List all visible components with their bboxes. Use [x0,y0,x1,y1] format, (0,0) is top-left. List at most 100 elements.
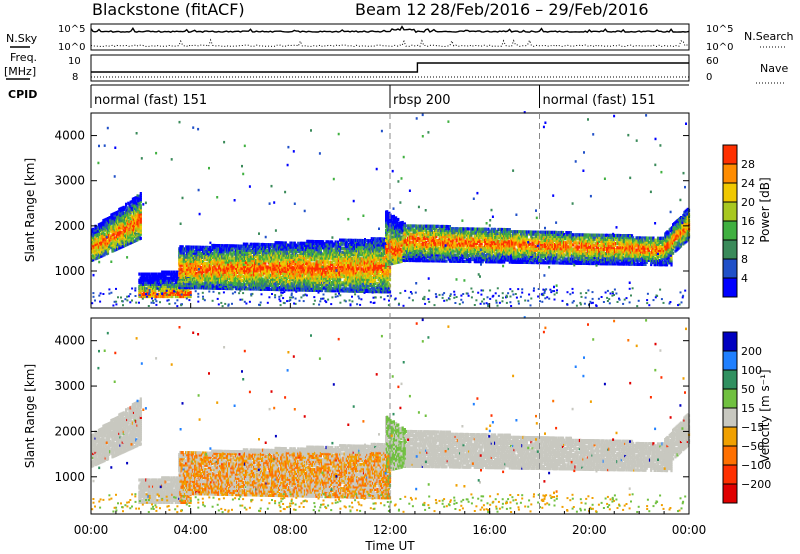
power-cell [98,240,102,245]
power-cell [123,235,126,239]
power-cell [231,272,234,276]
power-cell [156,278,159,282]
power-cell [117,236,120,240]
power-cell [109,238,112,242]
power-cell [149,282,152,286]
power-cell [212,262,215,266]
power-cell [213,280,216,284]
power-cell [229,284,232,289]
power-cell [216,260,219,264]
power-cell [154,288,157,292]
power-cell [196,245,199,249]
noise-bottom-left: 10^0 [58,42,85,53]
power-cell [182,275,185,279]
power-cell [195,274,198,278]
power-cell [179,273,182,277]
power-cell [120,217,123,221]
power-cell [162,270,165,274]
power-cell [105,225,108,229]
power-cell [206,256,209,260]
power-cell [144,288,147,292]
power-cell [95,226,98,230]
power-cell [178,255,181,259]
nave-top: 60 [706,56,719,67]
power-cell [157,282,160,286]
power-cell [231,276,234,280]
power-cell [150,290,154,294]
power-cell [109,226,112,230]
power-cell [186,271,189,275]
power-cell [120,231,123,235]
power-cell [113,220,116,224]
power-cell [98,251,102,255]
power-cell [127,242,130,246]
power-cell [139,222,142,226]
power-cell [238,277,241,281]
power-cell [189,278,192,282]
power-cell [204,276,207,280]
power-cell [194,269,197,274]
power-cell [171,286,174,290]
power-cell [134,223,137,227]
power-cell [178,277,181,281]
nsearch-line [90,38,690,48]
power-cell [119,227,122,231]
power-cell [190,284,193,288]
power-cell [203,249,206,253]
power-cell [224,250,227,254]
power-cell [196,255,199,259]
power-cell [238,270,241,275]
power-cell [213,266,216,270]
power-cell [207,256,210,260]
power-cell [217,276,220,280]
power-cell [189,271,192,276]
power-cell [216,248,219,252]
power-cell [162,274,165,278]
power-cell [234,260,237,264]
power-cell [167,284,171,288]
power-cell [224,276,227,280]
power-cell [229,248,232,252]
power-cell [158,292,161,296]
power-cell [101,248,104,252]
power-cell [98,243,102,247]
power-cell [224,270,227,274]
power-cell [139,198,142,202]
power-cell [127,230,130,234]
power-cell [105,252,108,256]
power-cell [112,247,115,251]
power-cell [112,220,115,224]
power-cell [126,226,129,230]
power-cell [118,213,121,218]
power-cell [183,273,187,277]
power-cell [191,247,194,251]
power-cell [207,247,210,252]
power-cell [101,225,104,229]
power-cell [127,224,130,228]
power-cell [123,233,126,237]
power-cell [190,257,193,261]
power-cell [206,253,209,258]
power-cell [162,290,165,294]
power-cell [112,232,115,236]
power-cell [231,268,234,272]
power-cell [195,245,198,249]
power-cell [170,294,173,299]
power-cell [111,231,114,235]
power-cell [228,286,231,291]
power-cell [224,266,227,270]
power-cell [192,286,196,290]
power-cell [217,248,220,252]
power-cell [207,284,210,288]
cpid-segment-label: rbsp 200 [393,93,451,108]
power-cell [139,218,142,222]
power-cell [157,286,160,290]
power-cell [200,272,204,276]
power-cell [195,263,198,268]
power-cell [195,261,198,265]
power-cell [229,268,232,272]
power-cell [118,220,121,224]
power-cell [222,278,225,282]
power-cell [149,288,152,292]
